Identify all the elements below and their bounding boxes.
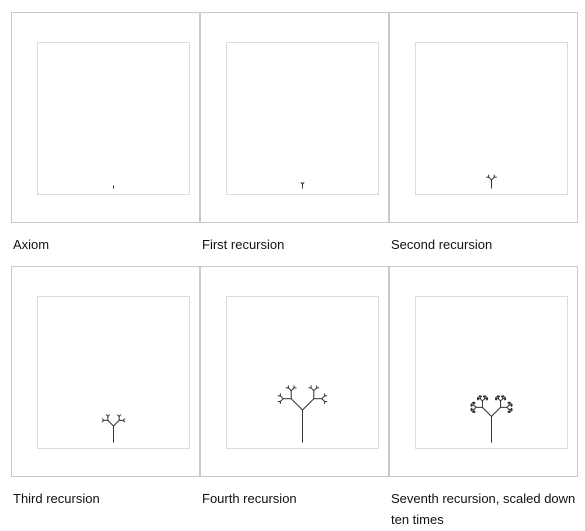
panel-frame — [11, 266, 200, 477]
tree-branches — [277, 385, 328, 443]
panel-caption: Seventh recursion, scaled down ten times — [391, 491, 576, 527]
tree-branch — [290, 397, 304, 411]
tree-drawing — [470, 395, 513, 443]
tree-canvas — [226, 296, 379, 449]
tree-canvas — [37, 296, 190, 449]
tree-canvas — [37, 42, 190, 195]
tree-branch — [101, 418, 105, 422]
panel-caption: Fourth recursion — [202, 491, 297, 506]
tree-branch — [112, 419, 120, 427]
panel-frame — [389, 266, 578, 477]
tree-drawing — [101, 414, 126, 443]
tree-drawing — [277, 385, 328, 443]
panel-caption: Third recursion — [13, 491, 100, 506]
panel-caption: Axiom — [13, 237, 50, 252]
panel-caption: First recursion — [202, 237, 285, 252]
tree-canvas — [226, 42, 379, 195]
tree-branch — [118, 414, 122, 418]
tree-branch — [481, 406, 493, 418]
tree-branch — [107, 414, 110, 418]
tree-branches — [470, 395, 513, 443]
tree-branch — [107, 419, 115, 427]
tree-branches — [486, 174, 497, 189]
tree-drawing — [113, 185, 114, 189]
panel-frame — [200, 266, 389, 477]
tree-branches — [300, 181, 305, 189]
tree-branch — [122, 419, 126, 423]
tree-canvas — [415, 42, 568, 195]
tree-branch — [301, 397, 315, 411]
tree-drawing — [300, 181, 305, 189]
tree-branches — [101, 414, 126, 443]
panel-caption: Second recursion — [391, 237, 493, 252]
tree-branch — [490, 406, 502, 418]
panel-frame — [389, 12, 578, 223]
tree-branch — [301, 181, 305, 185]
tree-canvas — [415, 296, 568, 449]
panel-frame — [200, 12, 389, 223]
panel-frame — [11, 12, 200, 223]
tree-drawing — [486, 174, 497, 189]
